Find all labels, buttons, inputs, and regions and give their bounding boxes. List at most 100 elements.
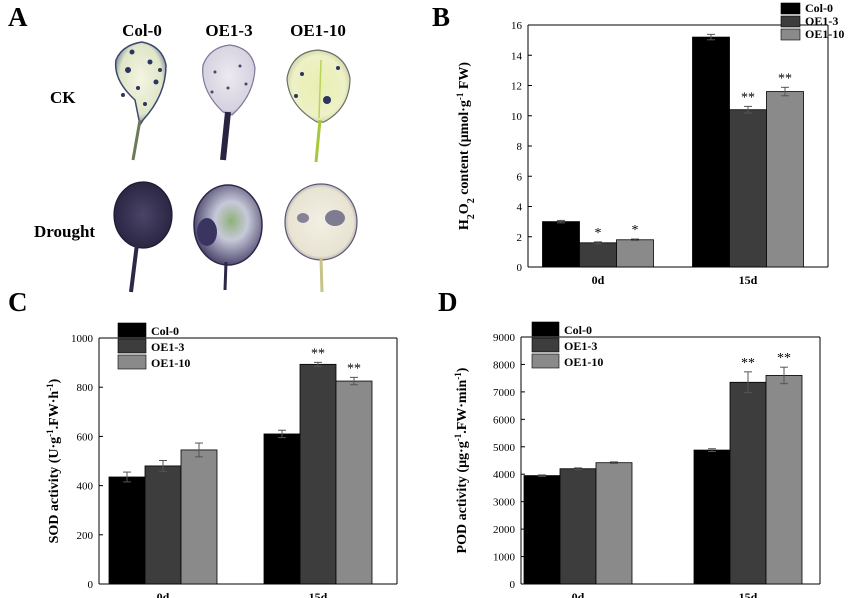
- chart-c-ytick-label: 200: [77, 530, 94, 542]
- chart-d-xtick-label: 15d: [739, 590, 758, 598]
- leaf-drought-col0: [113, 181, 173, 293]
- ylabel-part: -1: [453, 433, 463, 441]
- chart-b-legend-label: OE1-3: [805, 14, 838, 28]
- chart-c-ytick-label: 0: [88, 579, 94, 591]
- chart-d-ytick-label: 4000: [493, 469, 516, 481]
- chart-d-ytick-label: 9000: [493, 332, 516, 344]
- chart-d-ytick-label: 1000: [493, 552, 516, 564]
- leaf-drought-oe1-10: [284, 183, 358, 293]
- chart-d-ylabel: POD activity (μg·g-1.FW·min-1): [453, 367, 470, 553]
- chart-d-legend-label: Col-0: [564, 323, 592, 337]
- chart-c-significance-mark: **: [311, 346, 325, 361]
- chart-b-significance-mark: *: [632, 223, 639, 238]
- chart-b-legend-swatch: [780, 15, 801, 28]
- chart-d-bar: [559, 468, 597, 585]
- chart-d-ytick-label: 8000: [493, 359, 516, 371]
- chart-b-bar: [542, 221, 580, 268]
- ylabel-part: -1: [453, 372, 463, 380]
- chart-c-bar: [263, 433, 301, 585]
- chart-d-legend-swatch: [531, 337, 560, 353]
- ylabel-part: -1: [45, 383, 55, 391]
- chart-b-xtick-label: 15d: [739, 273, 758, 287]
- chart-b-ytick-label: 8: [517, 141, 523, 153]
- chart-b-ytick-label: 4: [517, 202, 523, 214]
- chart-d-xtick-label: 0d: [572, 590, 585, 598]
- chart-b-bar: [766, 91, 804, 268]
- chart-b-legend-label: Col-0: [805, 1, 833, 15]
- ylabel-part: O: [457, 203, 472, 214]
- ylabel-part: SOD activity (U·g: [47, 437, 62, 544]
- ylabel-part: .FW·h: [47, 391, 62, 430]
- chart-b-ytick-label: 10: [511, 111, 523, 123]
- ylabel-part: ): [47, 378, 62, 383]
- ylabel-part: POD activity (μg·g: [455, 441, 470, 553]
- chart-c-legend-swatch: [117, 338, 147, 354]
- row-label-drought: Drought: [34, 222, 96, 241]
- chart-b-legend-swatch: [780, 2, 801, 15]
- chart-c-bar: [180, 449, 218, 585]
- chart-c-ytick-label: 400: [77, 481, 94, 493]
- chart-c-bar: [335, 380, 373, 585]
- ylabel-part: 2: [466, 198, 477, 203]
- column-label-oe1-3: OE1-3: [205, 21, 253, 40]
- chart-b-bar: [579, 242, 617, 268]
- chart-b-legend-label: OE1-10: [805, 27, 844, 41]
- ylabel-part: content (μmol·g: [457, 100, 472, 198]
- chart-b-ytick-label: 0: [517, 262, 523, 274]
- ylabel-part: H: [457, 219, 472, 230]
- chart-b-legend-swatch: [780, 28, 801, 41]
- chart-b-ytick-label: 2: [517, 232, 523, 244]
- chart-c-legend-label: Col-0: [151, 324, 179, 338]
- chart-b-significance-mark: *: [595, 226, 602, 241]
- column-label-oe1-10: OE1-10: [290, 21, 346, 40]
- ylabel-part: ): [455, 367, 470, 372]
- chart-c-bar: [299, 363, 337, 585]
- chart-b-ytick-label: 14: [511, 50, 523, 62]
- leaf-ck-col0: [114, 41, 167, 161]
- chart-d-bar: [765, 375, 803, 585]
- panel-b-letter: B: [432, 2, 451, 32]
- chart-c-legend-label: OE1-3: [151, 340, 184, 354]
- chart-d-ytick-label: 6000: [493, 414, 516, 426]
- chart-d-bar: [729, 381, 767, 585]
- column-label-col0: Col-0: [122, 21, 162, 40]
- ylabel-part: .FW·min: [455, 380, 470, 434]
- chart-b-significance-mark: **: [778, 71, 792, 86]
- chart-b-ytick-label: 12: [511, 81, 522, 93]
- chart-c-ylabel: SOD activity (U·g-1.FW·h-1): [45, 378, 62, 543]
- leaf-ck-oe1-3: [202, 44, 256, 161]
- chart-b-bar: [692, 36, 730, 268]
- chart-c-legend-swatch: [117, 322, 147, 338]
- chart-c-xtick-label: 0d: [157, 590, 170, 598]
- chart-b-significance-mark: **: [741, 90, 755, 105]
- chart-b-ytick-label: 16: [511, 20, 523, 32]
- chart-b-ytick-label: 6: [517, 171, 523, 183]
- chart-c-xtick-label: 15d: [309, 590, 328, 598]
- chart-d-legend-label: OE1-3: [564, 339, 597, 353]
- chart-c-bar: [108, 476, 146, 585]
- leaf-ck-oe1-10: [286, 49, 351, 163]
- ylabel-part: 2: [466, 214, 477, 219]
- leaf-staining-photos: [113, 41, 358, 293]
- chart-d-ytick-label: 3000: [493, 497, 516, 509]
- panel-a-letter: A: [8, 2, 28, 32]
- chart-c-legend-label: OE1-10: [151, 356, 190, 370]
- ylabel-part: FW): [457, 62, 472, 93]
- chart-d-ytick-label: 5000: [493, 442, 516, 454]
- chart-b-ylabel: H2O2 content (μmol·g-1 FW): [455, 62, 477, 230]
- chart-d-ytick-label: 2000: [493, 524, 516, 536]
- ylabel-part: -1: [45, 429, 55, 437]
- chart-d-legend-swatch: [531, 321, 560, 337]
- row-label-ck: CK: [50, 88, 76, 107]
- chart-d-bar: [693, 449, 731, 585]
- chart-c-ytick-label: 800: [77, 382, 94, 394]
- chart-c-ytick-label: 600: [77, 431, 94, 443]
- chart-c-bar: [144, 465, 182, 585]
- chart-d-significance-mark: **: [741, 356, 755, 371]
- chart-c-legend-swatch: [117, 354, 147, 370]
- ylabel-part: -1: [455, 92, 465, 100]
- chart-d-bar: [595, 462, 633, 585]
- chart-d-significance-mark: **: [777, 351, 791, 366]
- chart-d-ytick-label: 7000: [493, 387, 516, 399]
